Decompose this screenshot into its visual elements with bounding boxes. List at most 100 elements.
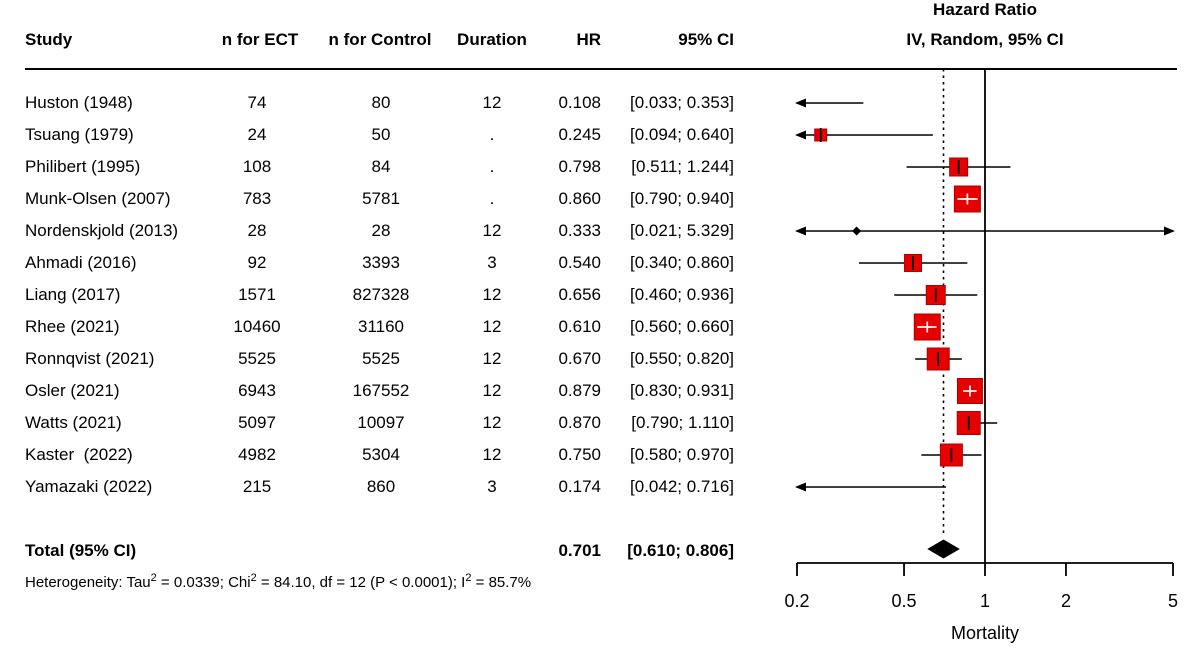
n-control-cell: 10097 <box>357 413 405 432</box>
n-control-cell: 5304 <box>362 445 400 464</box>
heterogeneity-segment: Heterogeneity: Tau <box>25 574 151 591</box>
arrowhead <box>795 482 806 492</box>
hr-value-cell: 0.174 <box>558 477 601 496</box>
ci-value-cell: [0.830; 0.931] <box>630 381 734 400</box>
total-ci-value: [0.610; 0.806] <box>627 541 734 560</box>
total-hr-value: 0.701 <box>558 541 601 560</box>
n-ect-cell: 4982 <box>238 445 276 464</box>
n-ect-cell: 108 <box>242 157 272 176</box>
column-header-study: Study <box>25 30 73 49</box>
ci-value-cell: [0.042; 0.716] <box>630 477 734 496</box>
plot-title: Hazard Ratio <box>933 0 1037 19</box>
duration-cell: 3 <box>487 477 497 496</box>
ci-value-cell: [0.021; 5.329] <box>630 221 734 240</box>
study-name-cell: Liang (2017) <box>25 285 121 304</box>
hr-value-cell: 0.656 <box>558 285 601 304</box>
study-name-cell: Osler (2021) <box>25 381 120 400</box>
pooled-diamond <box>927 539 960 559</box>
n-ect-cell: 92 <box>247 253 267 272</box>
n-ect-cell: 5525 <box>238 349 276 368</box>
superscript: 2 <box>250 572 257 584</box>
x-axis-label: Mortality <box>950 623 1020 643</box>
study-name-cell: Munk-Olsen (2007) <box>25 189 171 208</box>
study-name-cell: Rhee (2021) <box>25 317 120 336</box>
column-header-ci: 95% CI <box>678 30 734 49</box>
heterogeneity-segment: = 85.7% <box>471 574 532 591</box>
duration-cell: . <box>489 189 495 208</box>
n-control-cell: 167552 <box>352 381 410 400</box>
arrowhead <box>1164 226 1175 236</box>
hr-value-cell: 0.610 <box>558 317 601 336</box>
ci-value-cell: [0.550; 0.820] <box>630 349 734 368</box>
n-ect-cell: 10460 <box>233 317 281 336</box>
hr-value-cell: 0.870 <box>558 413 601 432</box>
n-ect-cell: 28 <box>247 221 267 240</box>
n-ect-cell: 6943 <box>238 381 276 400</box>
ci-value-cell: [0.580; 0.970] <box>630 445 734 464</box>
arrowhead <box>795 98 806 108</box>
study-name-cell: Nordenskjold (2013) <box>25 221 179 240</box>
duration-cell: 12 <box>482 445 502 464</box>
column-header-n-control: n for Control <box>328 30 432 49</box>
ci-value-cell: [0.560; 0.660] <box>630 317 734 336</box>
x-axis-tick-label: 0.2 <box>784 591 810 611</box>
n-control-cell: 5781 <box>362 189 400 208</box>
n-ect-cell: 5097 <box>238 413 276 432</box>
ci-value-cell: [0.460; 0.936] <box>630 285 734 304</box>
study-name-cell: Kaster (2022) <box>25 445 133 464</box>
study-name-cell: Tsuang (1979) <box>25 125 134 144</box>
arrowhead <box>795 226 806 236</box>
ci-value-cell: [0.033; 0.353] <box>630 93 734 112</box>
study-name-cell: Ahmadi (2016) <box>25 253 137 272</box>
duration-cell: . <box>489 157 495 176</box>
n-control-cell: 50 <box>371 125 391 144</box>
hr-value-cell: 0.540 <box>558 253 601 272</box>
small-estimate-diamond <box>852 226 862 236</box>
heterogeneity-segment: = 0.0339; Chi <box>156 574 251 591</box>
study-name-cell: Philibert (1995) <box>25 157 141 176</box>
n-control-cell: 80 <box>371 93 391 112</box>
n-control-cell: 860 <box>366 477 396 496</box>
column-header-duration: Duration <box>457 30 527 49</box>
duration-cell: 12 <box>482 413 502 432</box>
x-axis-tick-label: 2 <box>1060 591 1071 611</box>
column-header-n-ect: n for ECT <box>221 30 299 49</box>
ci-value-cell: [0.790; 0.940] <box>630 189 734 208</box>
heterogeneity-segment: = 84.10, df = 12 (P < 0.0001); I <box>256 574 466 591</box>
n-ect-cell: 74 <box>247 93 267 112</box>
superscript: 2 <box>150 572 157 584</box>
n-control-cell: 5525 <box>362 349 400 368</box>
duration-cell: 12 <box>482 317 502 336</box>
column-header-hr: HR <box>576 30 601 49</box>
plot-subtitle: IV, Random, 95% CI <box>906 30 1064 49</box>
ci-value-cell: [0.511; 1.244] <box>631 157 734 176</box>
hr-value-cell: 0.798 <box>558 157 601 176</box>
hr-value-cell: 0.245 <box>558 125 601 144</box>
total-label: Total (95% CI) <box>25 541 137 560</box>
n-ect-cell: 1571 <box>238 285 276 304</box>
study-name-cell: Ronnqvist (2021) <box>25 349 155 368</box>
ci-value-cell: [0.094; 0.640] <box>630 125 734 144</box>
hr-value-cell: 0.670 <box>558 349 601 368</box>
duration-cell: . <box>489 125 495 144</box>
study-name-cell: Yamazaki (2022) <box>25 477 153 496</box>
duration-cell: 12 <box>482 381 502 400</box>
ci-value-cell: [0.340; 0.860] <box>630 253 734 272</box>
study-name-cell: Huston (1948) <box>25 93 133 112</box>
x-axis-tick-label: 0.5 <box>891 591 917 611</box>
n-ect-cell: 215 <box>242 477 272 496</box>
duration-cell: 12 <box>482 285 502 304</box>
superscript: 2 <box>465 572 472 584</box>
hr-value-cell: 0.750 <box>558 445 601 464</box>
duration-cell: 12 <box>482 349 502 368</box>
ci-value-cell: [0.790; 1.110] <box>631 413 734 432</box>
n-control-cell: 28 <box>371 221 391 240</box>
hr-value-cell: 0.879 <box>558 381 601 400</box>
n-control-cell: 3393 <box>362 253 400 272</box>
duration-cell: 12 <box>482 221 502 240</box>
x-axis-tick-label: 5 <box>1167 591 1179 611</box>
n-control-cell: 827328 <box>352 285 410 304</box>
heterogeneity-text: Heterogeneity: Tau2 = 0.0339; Chi2 = 84.… <box>25 572 532 593</box>
